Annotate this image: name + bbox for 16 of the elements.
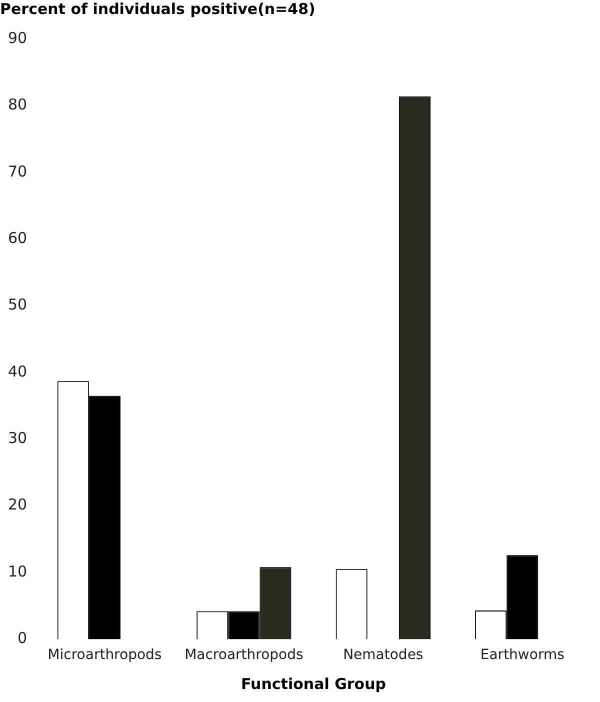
y-tick-label: 70 — [8, 162, 28, 180]
y-tick-label: 20 — [8, 496, 28, 514]
x-tick-label: Macroarthropods — [184, 647, 304, 664]
y-tick-label: 30 — [8, 429, 28, 448]
y-tick-label: 50 — [8, 296, 28, 314]
y-tick-label: 80 — [8, 96, 28, 114]
y-tick-label: 90 — [8, 28, 28, 47]
y-axis-title: Percent of individuals positive(n=48) — [0, 0, 316, 18]
y-tick-label: 40 — [8, 362, 28, 380]
x-axis-title: Functional Group — [241, 674, 386, 693]
x-tick-label: Earthworms — [480, 647, 564, 664]
x-tick-label: Nematodes — [343, 647, 424, 664]
y-tick-label: 10 — [8, 562, 28, 580]
x-tick-label: Microarthropods — [48, 647, 162, 664]
y-tick-label: 60 — [8, 228, 28, 247]
y-tick-label: 0 — [18, 629, 28, 648]
